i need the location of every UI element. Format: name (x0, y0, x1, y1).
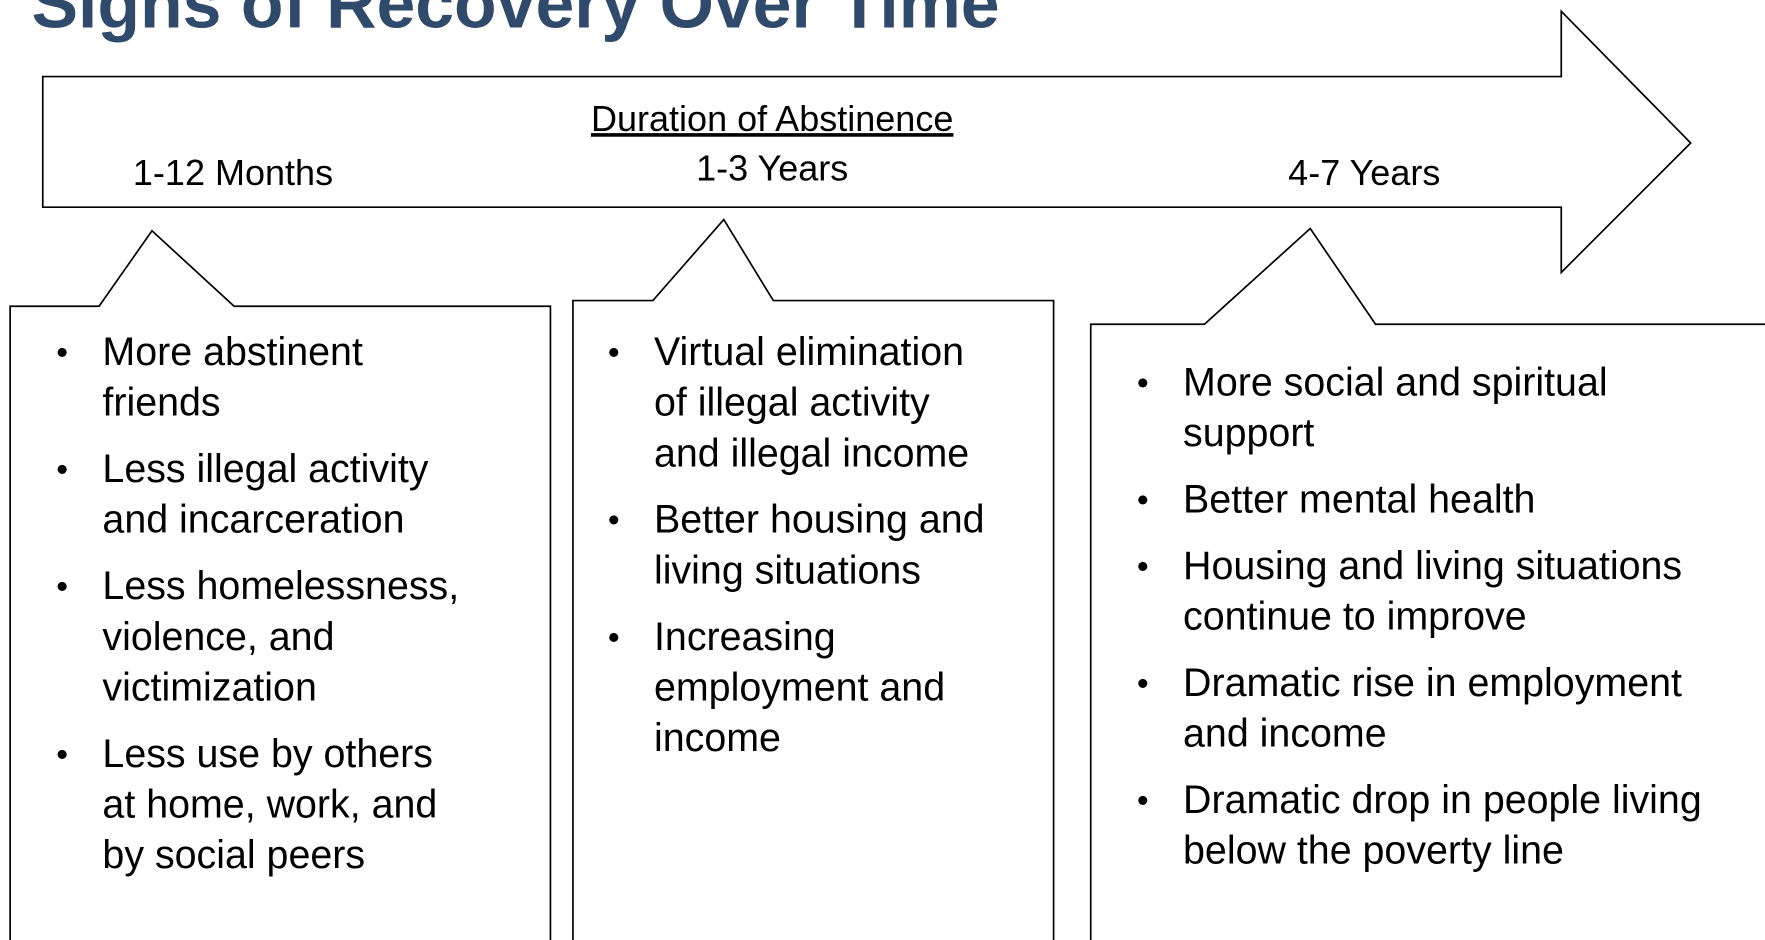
axis-label: Duration of Abstinence (591, 98, 953, 139)
bullet-text: by social peers (102, 833, 365, 877)
bullet-text: Virtual elimination (654, 330, 964, 374)
bullet: • (1137, 481, 1149, 519)
bullet-text: of illegal activity (654, 381, 930, 425)
bullet-text: support (1183, 411, 1314, 455)
bullet: • (1137, 664, 1149, 702)
bullet-text: continue to improve (1183, 595, 1527, 639)
bullet-text: below the poverty line (1183, 829, 1564, 873)
period-label: 1-3 Years (696, 148, 848, 189)
bullet-text: victimization (102, 665, 316, 709)
bullet-text: friends (102, 381, 220, 425)
bullet-text: Less use by others (102, 732, 433, 776)
period-label: 1-12 Months (133, 152, 333, 193)
bullet: • (56, 568, 68, 606)
bullet: • (1137, 782, 1149, 820)
bullet-text: and income (1183, 712, 1387, 756)
bullet-text: living situations (654, 548, 921, 592)
bullet-text: Housing and living situations (1183, 544, 1682, 588)
title: Signs of Recovery Over Time (32, 0, 1000, 42)
bullet-text: and incarceration (102, 498, 404, 542)
bullet-text: and illegal income (654, 431, 969, 475)
bullet-text: Less homelessness, (102, 564, 459, 608)
bullet-text: Less illegal activity (102, 447, 428, 491)
bullet-text: Better mental health (1183, 477, 1535, 521)
callout-box (572, 218, 1055, 940)
bullet-text: Better housing and (654, 498, 985, 542)
bullet-text: Dramatic rise in employment (1183, 661, 1682, 705)
bullet: • (1137, 364, 1149, 402)
bullet-text: Increasing (654, 615, 836, 659)
bullet-text: More abstinent (102, 330, 363, 374)
bullet: • (56, 334, 68, 372)
bullet: • (608, 618, 620, 656)
bullet-text: income (654, 716, 781, 760)
timeline-arrow (41, 9, 1692, 275)
callout-box (1089, 227, 1765, 940)
callout-box (9, 229, 552, 940)
bullet-text: Dramatic drop in people living (1183, 778, 1702, 822)
bullet-text: at home, work, and (102, 783, 437, 827)
period-label: 4-7 Years (1288, 152, 1440, 193)
bullet-text: employment and (654, 665, 945, 709)
bullet: • (56, 735, 68, 773)
bullet-text: violence, and (102, 615, 334, 659)
bullet: • (608, 501, 620, 539)
bullet: • (1137, 547, 1149, 585)
bullet-text: More social and spiritual (1183, 360, 1608, 404)
bullet: • (56, 451, 68, 489)
bullet: • (608, 334, 620, 372)
